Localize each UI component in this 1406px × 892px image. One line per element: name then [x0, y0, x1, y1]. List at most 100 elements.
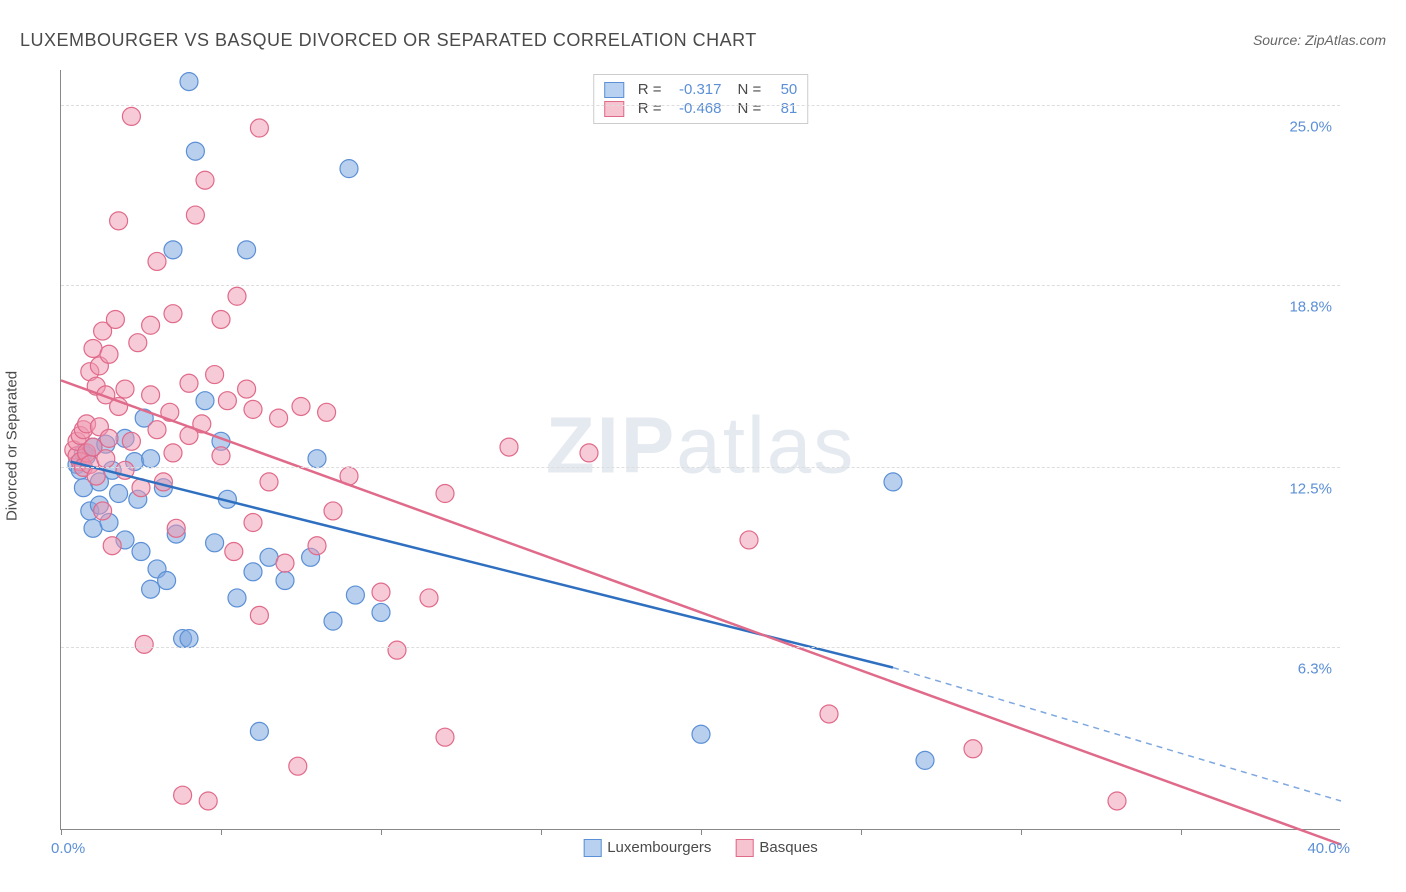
scatter-point	[180, 374, 198, 392]
scatter-point	[132, 543, 150, 561]
scatter-point	[692, 725, 710, 743]
scatter-point	[196, 392, 214, 410]
legend-swatch	[604, 101, 624, 117]
scatter-point	[250, 722, 268, 740]
scatter-point	[1108, 792, 1126, 810]
scatter-point	[142, 316, 160, 334]
scatter-point	[84, 339, 102, 357]
scatter-point	[174, 786, 192, 804]
scatter-point	[186, 142, 204, 160]
x-tick	[1021, 829, 1022, 835]
legend-swatch	[735, 839, 753, 857]
legend-item: Basques	[735, 839, 817, 857]
legend-r-label: R =	[638, 81, 662, 98]
plot-svg	[61, 70, 1340, 829]
scatter-point	[964, 740, 982, 758]
scatter-point	[289, 757, 307, 775]
scatter-point	[164, 305, 182, 323]
scatter-point	[372, 583, 390, 601]
scatter-point	[206, 534, 224, 552]
scatter-point	[110, 212, 128, 230]
scatter-point	[142, 450, 160, 468]
x-axis-max-label: 40.0%	[1307, 840, 1350, 857]
legend-r-value: -0.468	[670, 100, 722, 117]
x-tick	[541, 829, 542, 835]
legend-n-value: 50	[769, 81, 797, 98]
scatter-point	[94, 502, 112, 520]
scatter-point	[142, 386, 160, 404]
x-tick	[1181, 829, 1182, 835]
scatter-point	[580, 444, 598, 462]
scatter-point	[916, 751, 934, 769]
scatter-point	[122, 107, 140, 125]
x-tick	[701, 829, 702, 835]
trend-line-extrapolated	[893, 668, 1341, 801]
scatter-point	[206, 366, 224, 384]
scatter-point	[122, 432, 140, 450]
scatter-point	[420, 589, 438, 607]
chart-source: Source: ZipAtlas.com	[1253, 32, 1386, 48]
scatter-point	[436, 485, 454, 503]
scatter-point	[154, 473, 172, 491]
scatter-point	[164, 241, 182, 259]
scatter-point	[148, 421, 166, 439]
legend-label: Basques	[759, 839, 817, 856]
scatter-point	[97, 450, 115, 468]
scatter-point	[158, 572, 176, 590]
scatter-point	[318, 403, 336, 421]
legend-swatch	[583, 839, 601, 857]
legend-n-value: 81	[769, 100, 797, 117]
scatter-point	[244, 400, 262, 418]
scatter-point	[180, 73, 198, 91]
scatter-point	[436, 728, 454, 746]
scatter-point	[100, 345, 118, 363]
scatter-point	[260, 473, 278, 491]
scatter-point	[212, 447, 230, 465]
scatter-point	[244, 514, 262, 532]
chart-title: LUXEMBOURGER VS BASQUE DIVORCED OR SEPAR…	[20, 30, 757, 51]
scatter-point	[103, 537, 121, 555]
scatter-point	[346, 586, 364, 604]
scatter-point	[308, 537, 326, 555]
y-tick-label: 18.8%	[1289, 298, 1332, 315]
scatter-point	[260, 548, 278, 566]
scatter-point	[372, 603, 390, 621]
scatter-point	[228, 589, 246, 607]
scatter-point	[276, 572, 294, 590]
scatter-point	[270, 409, 288, 427]
scatter-point	[106, 310, 124, 328]
scatter-point	[100, 429, 118, 447]
scatter-point	[308, 450, 326, 468]
legend-swatch	[604, 82, 624, 98]
scatter-point	[238, 380, 256, 398]
scatter-point	[116, 380, 134, 398]
scatter-point	[199, 792, 217, 810]
scatter-point	[244, 563, 262, 581]
legend-row: R =-0.468N =81	[604, 100, 798, 117]
scatter-point	[250, 606, 268, 624]
scatter-point	[820, 705, 838, 723]
x-axis-min-label: 0.0%	[51, 840, 85, 857]
series-legend: LuxembourgersBasques	[583, 839, 818, 857]
y-tick-label: 25.0%	[1289, 118, 1332, 135]
legend-r-value: -0.317	[670, 81, 722, 98]
gridline	[61, 647, 1340, 648]
plot-area: ZIPatlas R =-0.317N =50R =-0.468N =81 0.…	[60, 70, 1340, 830]
scatter-point	[142, 580, 160, 598]
scatter-point	[340, 160, 358, 178]
x-tick	[61, 829, 62, 835]
legend-n-label: N =	[738, 100, 762, 117]
scatter-point	[250, 119, 268, 137]
gridline	[61, 105, 1340, 106]
scatter-point	[167, 519, 185, 537]
scatter-point	[135, 635, 153, 653]
y-tick-label: 6.3%	[1298, 661, 1332, 678]
scatter-point	[324, 612, 342, 630]
scatter-point	[225, 543, 243, 561]
correlation-legend: R =-0.317N =50R =-0.468N =81	[593, 74, 809, 124]
scatter-point	[186, 206, 204, 224]
scatter-point	[196, 171, 214, 189]
gridline	[61, 467, 1340, 468]
scatter-point	[164, 444, 182, 462]
x-tick	[381, 829, 382, 835]
